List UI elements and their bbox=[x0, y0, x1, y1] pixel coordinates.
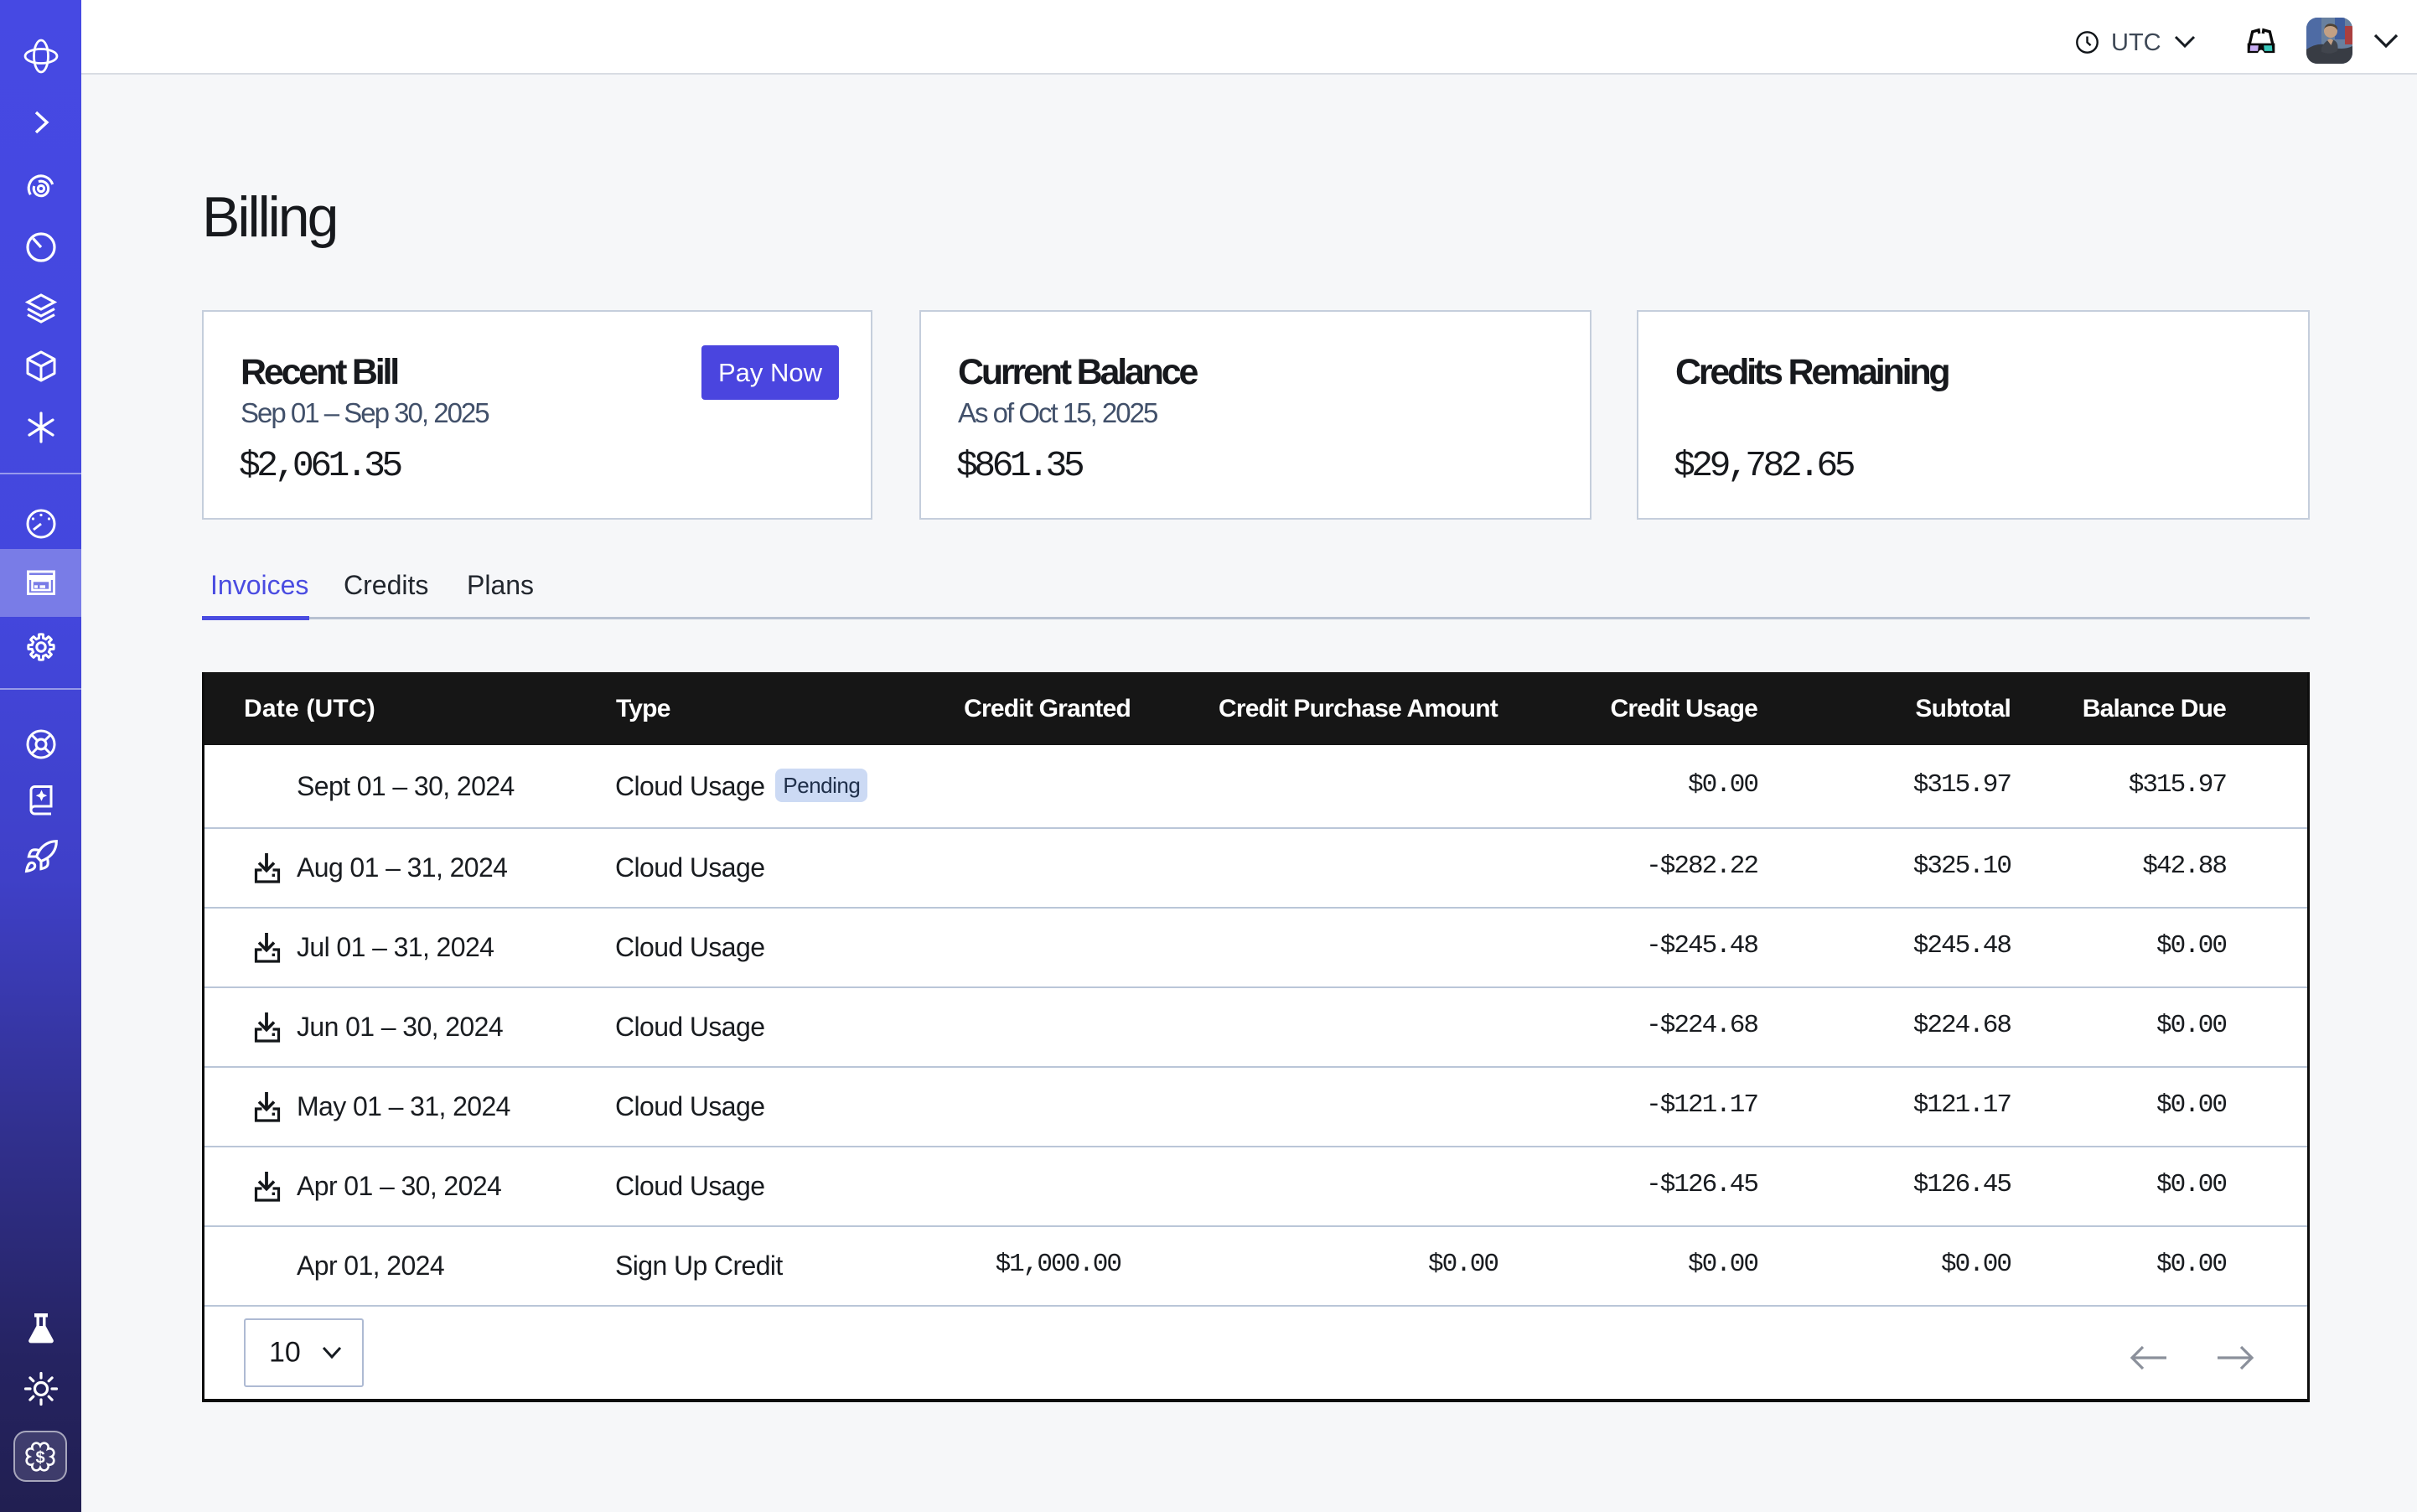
svg-text:$: $ bbox=[35, 1448, 44, 1467]
